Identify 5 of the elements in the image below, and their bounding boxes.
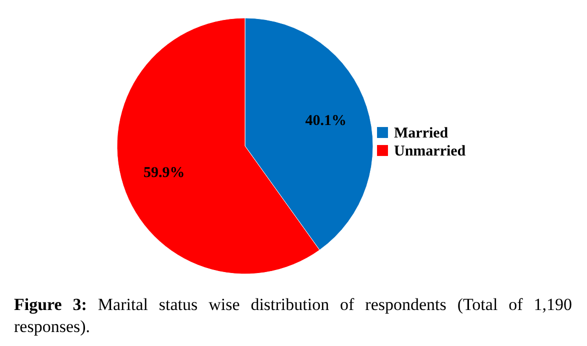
- legend-label: Married: [394, 126, 449, 142]
- data-label: 40.1%: [305, 112, 347, 129]
- caption: Figure 3: Marital status wise distribution of respondents (Total of 1,190 responses).: [14, 294, 572, 338]
- legend-label: Unmarried: [394, 144, 466, 160]
- data-label: 59.9%: [143, 165, 185, 182]
